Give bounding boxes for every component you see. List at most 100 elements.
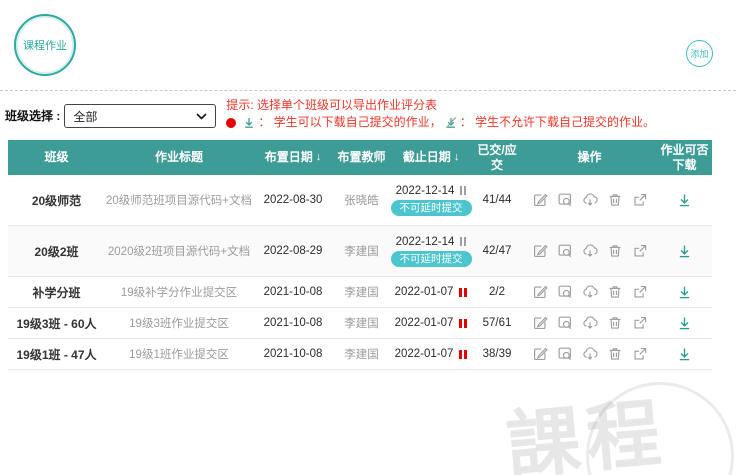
column-header: 班级 — [44, 150, 69, 164]
share-icon[interactable] — [631, 242, 649, 260]
column-header: 作业可否下载 — [660, 142, 709, 172]
class-name: 20级师范 — [31, 193, 82, 208]
submitted-count: 2/2 — [489, 286, 505, 298]
class-name: 20级2班 — [34, 244, 79, 259]
edit-icon[interactable] — [531, 283, 549, 301]
no-late-badge: 不可延时提交 — [390, 199, 472, 216]
column-header: 已交/应交 — [477, 142, 517, 172]
deadline-date: 2022-01-07 — [394, 286, 454, 298]
download-allowed-icon — [242, 116, 256, 130]
add-button-label: 添加 — [690, 49, 709, 59]
teacher-name: 李建国 — [344, 287, 379, 299]
pause-icon — [460, 186, 467, 195]
add-button[interactable]: 添加 — [686, 40, 713, 67]
table-row: 19级1班 - 47人 19级1班作业提交区 2021-10-08 李建国 20… — [8, 339, 712, 370]
watermark-text: 課程 — [503, 390, 671, 475]
submitted-count: 41/44 — [482, 194, 512, 206]
assignment-title: 20级师范班项目源代码+文档 — [105, 195, 252, 207]
download-allowed-icon[interactable] — [676, 243, 693, 260]
cloud-download-icon[interactable] — [581, 242, 599, 260]
dashed-divider — [0, 90, 736, 91]
course-homework-badge[interactable]: 课程作业 — [14, 14, 76, 76]
column-header: 操作 — [577, 150, 602, 164]
table-row: 20级2班 2020级2班项目源代码+文档 2022-08-29 李建国 202… — [8, 226, 712, 277]
delete-icon[interactable] — [606, 283, 624, 301]
assign-date: 2021-10-08 — [263, 317, 323, 329]
operations — [522, 242, 657, 260]
assign-date: 2022-08-30 — [263, 194, 323, 206]
deadline-date: 2022-01-07 — [394, 317, 454, 329]
no-late-badge: 不可延时提交 — [390, 250, 472, 267]
view-submissions-icon[interactable] — [556, 191, 574, 209]
cloud-download-icon[interactable] — [581, 283, 599, 301]
class-select-value: 全部 — [73, 109, 98, 124]
table-row: 补学分班 19级补学分作业提交区 2021-10-08 李建国 2022-01-… — [8, 277, 712, 308]
operations — [522, 345, 657, 363]
edit-icon[interactable] — [531, 345, 549, 363]
cloud-download-icon[interactable] — [581, 314, 599, 332]
edit-icon[interactable] — [531, 191, 549, 209]
class-name: 补学分班 — [32, 285, 81, 300]
class-name: 19级1班 - 47人 — [16, 347, 97, 362]
table-body: 20级师范 20级师范班项目源代码+文档 2022-08-30 张晓皓 2022… — [8, 175, 712, 370]
hint-forbidden-text: ： 学生不允许下载自己提交的作业。 — [459, 115, 656, 129]
cloud-download-icon[interactable] — [581, 345, 599, 363]
submitted-count: 57/61 — [482, 317, 512, 329]
class-select[interactable]: 全部 — [64, 104, 217, 128]
pause-icon — [459, 349, 468, 359]
download-allowed-icon[interactable] — [676, 315, 693, 332]
column-header[interactable]: 截止日期 ↓ — [402, 150, 460, 164]
pause-icon — [459, 318, 468, 328]
delete-icon[interactable] — [606, 242, 624, 260]
watermark-arc — [586, 382, 734, 475]
download-cell — [657, 284, 712, 301]
teacher-name: 李建国 — [344, 318, 379, 330]
homework-table: 班级 作业标题 布置日期 ↓ 布置教师 截止日期 ↓ 已交/应交 操作 作业可否下载 20级师范 … — [8, 140, 712, 370]
delete-icon[interactable] — [606, 314, 624, 332]
chevron-down-icon — [196, 107, 207, 125]
download-allowed-icon[interactable] — [676, 346, 693, 363]
teacher-name: 张晓皓 — [344, 195, 379, 207]
delete-icon[interactable] — [606, 345, 624, 363]
sort-arrow-icon[interactable]: ↓ — [315, 150, 322, 163]
deadline-date: 2022-12-14 — [395, 235, 455, 248]
download-cell — [657, 315, 712, 332]
download-allowed-icon[interactable] — [676, 192, 693, 209]
table-row: 19级3班 - 60人 19级3班作业提交区 2021-10-08 李建国 20… — [8, 308, 712, 339]
table-row: 20级师范 20级师范班项目源代码+文档 2022-08-30 张晓皓 2022… — [8, 175, 712, 226]
view-submissions-icon[interactable] — [556, 345, 574, 363]
edit-icon[interactable] — [531, 314, 549, 332]
course-homework-label: 课程作业 — [23, 40, 67, 52]
sort-arrow-icon[interactable]: ↓ — [453, 150, 460, 163]
hint-line1: 提示: 选择单个班级可以导出作业评分表 — [226, 98, 438, 112]
table-header: 班级 作业标题 布置日期 ↓ 布置教师 截止日期 ↓ 已交/应交 操作 作业可否下载 — [8, 140, 712, 175]
column-header: 作业标题 — [154, 150, 203, 164]
filter-row: 班级选择 : 全部 提示: 选择单个班级可以导出作业评分表 ： 学生可以下载自己… — [5, 98, 731, 130]
cloud-download-icon[interactable] — [581, 191, 599, 209]
assignment-title: 19级补学分作业提交区 — [120, 287, 238, 299]
view-submissions-icon[interactable] — [556, 242, 574, 260]
view-submissions-icon[interactable] — [556, 283, 574, 301]
teacher-name: 李建国 — [344, 246, 379, 258]
share-icon[interactable] — [631, 191, 649, 209]
submitted-count: 38/39 — [482, 348, 512, 360]
edit-icon[interactable] — [531, 242, 549, 260]
share-icon[interactable] — [631, 345, 649, 363]
column-header[interactable]: 布置日期 ↓ — [264, 150, 322, 164]
class-select-label: 班级选择 : — [5, 109, 61, 123]
assignment-title: 19级1班作业提交区 — [129, 349, 229, 361]
download-forbidden-icon — [444, 116, 458, 130]
assign-date: 2021-10-08 — [263, 286, 323, 298]
class-name: 19级3班 - 60人 — [16, 316, 97, 331]
delete-icon[interactable] — [606, 191, 624, 209]
assignment-title: 19级3班作业提交区 — [129, 318, 229, 330]
hint-line2: ： 学生可以下载自己提交的作业， ： 学生不允许下载自己提交的作业。 — [226, 115, 655, 130]
submitted-count: 42/47 — [482, 245, 512, 257]
deadline-date: 2022-12-14 — [395, 184, 455, 197]
share-icon[interactable] — [631, 283, 649, 301]
operations — [522, 283, 657, 301]
view-submissions-icon[interactable] — [556, 314, 574, 332]
pause-icon — [459, 287, 468, 297]
share-icon[interactable] — [631, 314, 649, 332]
download-allowed-icon[interactable] — [676, 284, 693, 301]
